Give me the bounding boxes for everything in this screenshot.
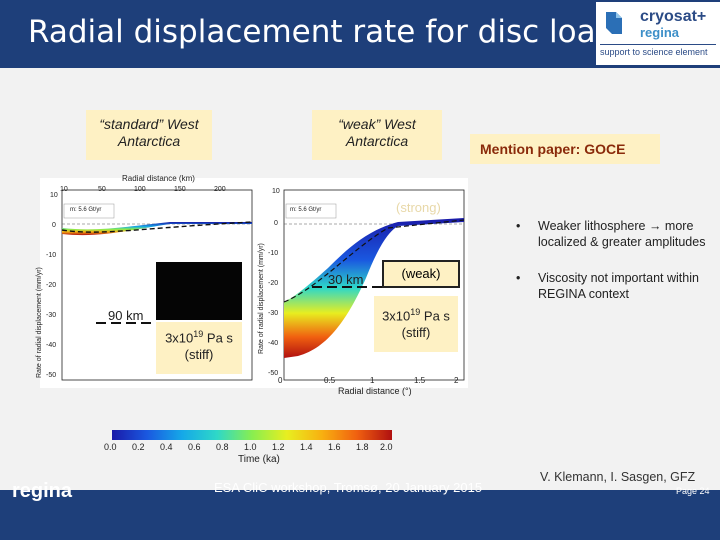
masked-region (156, 262, 242, 320)
bullet-dot: • (516, 271, 521, 285)
logo-text-regina: regina (640, 25, 680, 40)
footer-regina-logo: regina (12, 480, 73, 502)
colorbar-tick: 1.2 (272, 442, 285, 452)
logo-divider (600, 44, 716, 45)
strong-label: (strong) (396, 200, 441, 215)
weak-label-box: (weak) (382, 260, 460, 288)
tag-standard-west-antarctica: “standard” West Antarctica (86, 110, 212, 160)
thickness-90km-label: 90 km (108, 308, 144, 323)
left-top-axis-label: Radial distance (km) (122, 174, 195, 183)
right-y-axis-label: Rate of radial displacement (mm/yr) (258, 243, 265, 354)
left-y-tick: -20 (46, 282, 57, 289)
right-y-tick: 10 (272, 188, 280, 195)
colorbar-tick: 1.6 (328, 442, 341, 452)
footer-bar (0, 490, 720, 540)
left-y-axis-label: Rate of radial displacement (mm/yr) (36, 267, 43, 378)
right-x-tick: 2 (454, 376, 459, 385)
right-x-tick: 0.5 (324, 376, 336, 385)
right-y-tick: -30 (268, 310, 279, 317)
plot-weak-graphic (283, 189, 465, 381)
plot-standard-graphic (61, 189, 253, 381)
left-y-tick: 0 (52, 222, 56, 229)
thickness-30km-label: 30 km (328, 272, 364, 287)
left-top-tick: 200 (214, 186, 226, 193)
colorbar-tick: 2.0 (380, 442, 393, 452)
left-top-tick: 50 (98, 186, 106, 193)
mention-paper-note: Mention paper: GOCE (470, 134, 660, 164)
visc-right-unit: Pa s (420, 308, 450, 324)
left-y-tick: -30 (46, 312, 57, 319)
right-y-tick: -50 (268, 370, 279, 377)
author-credit: V. Klemann, I. Sasgen, GFZ (540, 470, 696, 484)
stiff-left-label: (stiff) (184, 347, 214, 363)
right-y-tick: -40 (268, 340, 279, 347)
right-x-tick: 1.5 (414, 376, 426, 385)
bullet-item: • Weaker lithosphere → more localized & … (510, 218, 710, 250)
colorbar-tick: 0.4 (160, 442, 173, 452)
left-y-tick: -10 (46, 252, 57, 259)
visc-right-base: 3x10 (382, 308, 411, 324)
colorbar-tick: 1.8 (356, 442, 369, 452)
visc-right-exp: 19 (410, 307, 421, 317)
visc-left-base: 3x10 (165, 330, 194, 346)
right-x-axis-label: Radial distance (°) (338, 386, 412, 396)
left-top-tick: 150 (174, 186, 186, 193)
dashed-marker-90km (96, 322, 156, 324)
left-y-tick: -40 (46, 342, 57, 349)
right-x-tick: 1 (370, 376, 375, 385)
satellite-icon (606, 12, 622, 34)
right-legend: m: 5.6 Gt/yr (290, 207, 322, 213)
bullet-list: • Weaker lithosphere → more localized & … (510, 218, 710, 322)
left-top-tick: 100 (134, 186, 146, 193)
viscosity-label-right: 3x1019 Pa s (stiff) (374, 296, 458, 352)
colorbar-tick: 0.8 (216, 442, 229, 452)
colorbar-tick: 0.6 (188, 442, 201, 452)
slide-title: Radial displacement rate for disc load (28, 14, 616, 50)
colorbar-tick: 1.4 (300, 442, 313, 452)
right-y-tick: 0 (274, 220, 278, 227)
visc-left-unit: Pa s (203, 330, 233, 346)
dashed-marker-30km (312, 286, 384, 288)
left-legend: m: 5.6 Gt/yr (70, 207, 102, 213)
tag-weak-west-antarctica: “weak” West Antarctica (312, 110, 442, 160)
time-colorbar (112, 430, 392, 440)
footer-event: ESA CliC workshop, Tromsø, 20 January 20… (214, 480, 483, 495)
colorbar-tick: 0.2 (132, 442, 145, 452)
colorbar-tick: 1.0 (244, 442, 257, 452)
visc-left-exp: 19 (193, 329, 204, 339)
bullet-item: • Viscosity not important within REGINA … (510, 270, 710, 302)
bullet-dot: • (516, 219, 521, 233)
right-y-tick: -10 (268, 250, 279, 257)
logo-subtitle: support to science element (600, 47, 708, 57)
stiff-right-label: (stiff) (401, 325, 431, 341)
colorbar-label: Time (ka) (238, 454, 280, 465)
colorbar-tick: 0.0 (104, 442, 117, 452)
right-y-tick: -20 (268, 280, 279, 287)
right-x-tick-0: 0 (278, 376, 283, 385)
bullet-text: Weaker lithosphere → more localized & gr… (538, 219, 706, 249)
left-y-tick: -50 (46, 372, 57, 379)
page-number: Page 24 (676, 486, 710, 496)
left-top-tick: 10 (60, 186, 68, 193)
logo-text-cryosat: cryosat+ (640, 8, 707, 25)
viscosity-label-left: 3x1019 Pa s (stiff) (156, 322, 242, 374)
left-y-tick: 10 (50, 192, 58, 199)
bullet-text: Viscosity not important within REGINA co… (538, 271, 699, 301)
